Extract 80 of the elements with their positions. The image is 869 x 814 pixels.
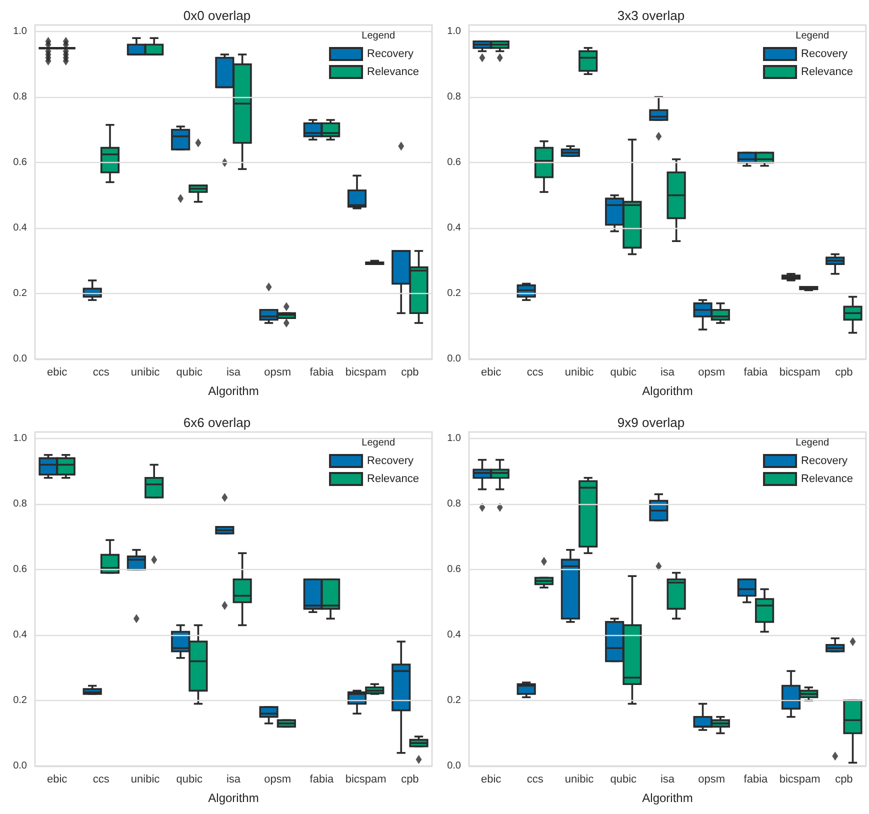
x-axis-title: Algorithm — [208, 791, 259, 805]
x-tick-label: unibic — [130, 366, 160, 378]
x-tick-label: ccs — [526, 366, 544, 378]
legend-title: Legend — [796, 30, 830, 42]
y-tick-label: 0.6 — [13, 157, 28, 168]
legend-label: Relevance — [367, 473, 420, 485]
y-tick-label: 0.6 — [13, 564, 28, 576]
x-tick-label: cpb — [401, 774, 419, 786]
y-tick-label: 0.0 — [447, 354, 462, 364]
x-tick-label: isa — [660, 366, 676, 378]
y-tick-label: 0.4 — [13, 222, 28, 234]
x-tick-label: opsm — [264, 774, 292, 786]
x-tick-label: opsm — [698, 366, 726, 378]
x-tick-label: ccs — [92, 366, 110, 378]
y-tick-label: 0.8 — [447, 498, 462, 510]
y-tick-label: 0.2 — [13, 288, 28, 300]
legend-label: Recovery — [367, 48, 414, 60]
legend-label: Recovery — [801, 48, 848, 60]
x-tick-label: ebic — [46, 366, 68, 378]
y-tick-label: 1.0 — [13, 26, 28, 38]
x-tick-label: bicspam — [779, 774, 820, 786]
x-tick-label: qubic — [610, 774, 638, 786]
x-tick-label: fabia — [310, 774, 335, 786]
y-tick-label: 1.0 — [13, 433, 28, 444]
legend-label: Recovery — [801, 455, 848, 467]
x-tick-label: qubic — [176, 774, 204, 786]
x-tick-label: ebic — [480, 774, 502, 786]
y-tick-label: 0.8 — [13, 498, 28, 510]
x-tick-label: cpb — [401, 366, 419, 378]
legend-title: Legend — [796, 438, 830, 448]
x-tick-label: qubic — [176, 366, 204, 378]
x-tick-label: isa — [660, 774, 676, 786]
y-tick-label: 0.8 — [13, 92, 28, 103]
y-tick-label: 0.2 — [447, 288, 462, 300]
x-tick-label: cpb — [835, 366, 853, 378]
chart-title: 9x9 overlap — [617, 415, 685, 430]
y-tick-label: 0.0 — [447, 760, 462, 772]
x-tick-label: unibic — [130, 774, 160, 786]
y-tick-label: 0.8 — [447, 92, 462, 103]
x-tick-label: opsm — [698, 774, 726, 786]
y-tick-label: 1.0 — [447, 433, 462, 444]
x-axis-title: Algorithm — [642, 791, 693, 805]
y-tick-label: 0.6 — [447, 157, 462, 168]
y-tick-label: 0.2 — [447, 695, 462, 706]
x-tick-label: fabia — [310, 366, 335, 378]
legend-label: Relevance — [367, 66, 420, 78]
chart-title: 3x3 overlap — [617, 8, 685, 23]
x-tick-label: bicspam — [779, 366, 820, 378]
x-tick-label: isa — [226, 366, 242, 378]
legend-label: Relevance — [801, 473, 854, 485]
x-tick-label: opsm — [264, 366, 292, 378]
x-tick-label: ccs — [526, 774, 544, 786]
x-tick-label: fabia — [744, 774, 769, 786]
x-tick-label: ebic — [480, 366, 502, 378]
x-tick-label: cpb — [835, 774, 853, 786]
legend-label: Recovery — [367, 455, 414, 467]
y-tick-label: 0.4 — [447, 630, 462, 641]
x-tick-label: unibic — [564, 774, 594, 786]
x-tick-label: ccs — [92, 774, 110, 786]
y-tick-label: 0.2 — [13, 695, 28, 706]
x-tick-label: isa — [226, 774, 242, 786]
x-axis-title: Algorithm — [208, 384, 259, 398]
x-tick-label: bicspam — [345, 774, 386, 786]
x-tick-label: unibic — [564, 366, 594, 378]
legend-label: Relevance — [801, 66, 854, 78]
legend-title: Legend — [362, 438, 396, 448]
y-tick-label: 1.0 — [447, 26, 462, 38]
x-tick-label: ebic — [46, 774, 68, 786]
x-tick-label: fabia — [744, 366, 769, 378]
legend-title: Legend — [362, 30, 396, 42]
x-tick-label: bicspam — [345, 366, 386, 378]
chart-title: 0x0 overlap — [183, 8, 251, 23]
y-tick-label: 0.4 — [447, 222, 462, 234]
x-axis-title: Algorithm — [642, 384, 693, 398]
y-tick-label: 0.4 — [13, 630, 28, 641]
chart-title: 6x6 overlap — [183, 415, 251, 430]
y-tick-label: 0.6 — [447, 564, 462, 576]
y-tick-label: 0.0 — [13, 760, 28, 772]
x-tick-label: qubic — [610, 366, 638, 378]
y-tick-label: 0.0 — [13, 354, 28, 364]
